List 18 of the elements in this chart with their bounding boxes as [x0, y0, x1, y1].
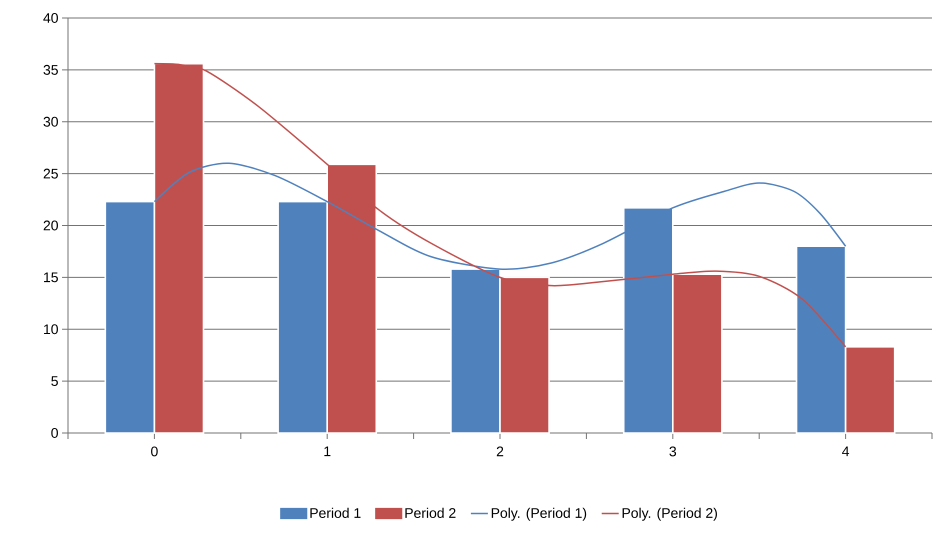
- y-tick-label: 0: [51, 428, 58, 438]
- x-tick-label: 3: [669, 446, 676, 456]
- x-tick-label: 2: [496, 446, 504, 456]
- legend-label: Period 2: [405, 508, 456, 518]
- legend-label: Period 1: [310, 508, 361, 518]
- legend-label: Poly. (Period 1): [492, 508, 586, 521]
- y-tick-label: 30: [44, 116, 58, 127]
- y-tick-label: 40: [43, 13, 58, 23]
- y-tick-label: 20: [44, 220, 58, 230]
- y-tick-label: 5: [51, 376, 58, 386]
- legend-label: Poly. (Period 2): [622, 508, 717, 521]
- y-tick-label: 35: [44, 64, 58, 75]
- y-tick-label: 10: [44, 324, 58, 334]
- y-tick-label: 25: [44, 168, 58, 179]
- x-tick-label: 0: [151, 446, 158, 456]
- x-tick-label: 4: [842, 446, 850, 456]
- x-tick-label: 1: [324, 446, 330, 456]
- y-tick-label: 15: [44, 272, 58, 282]
